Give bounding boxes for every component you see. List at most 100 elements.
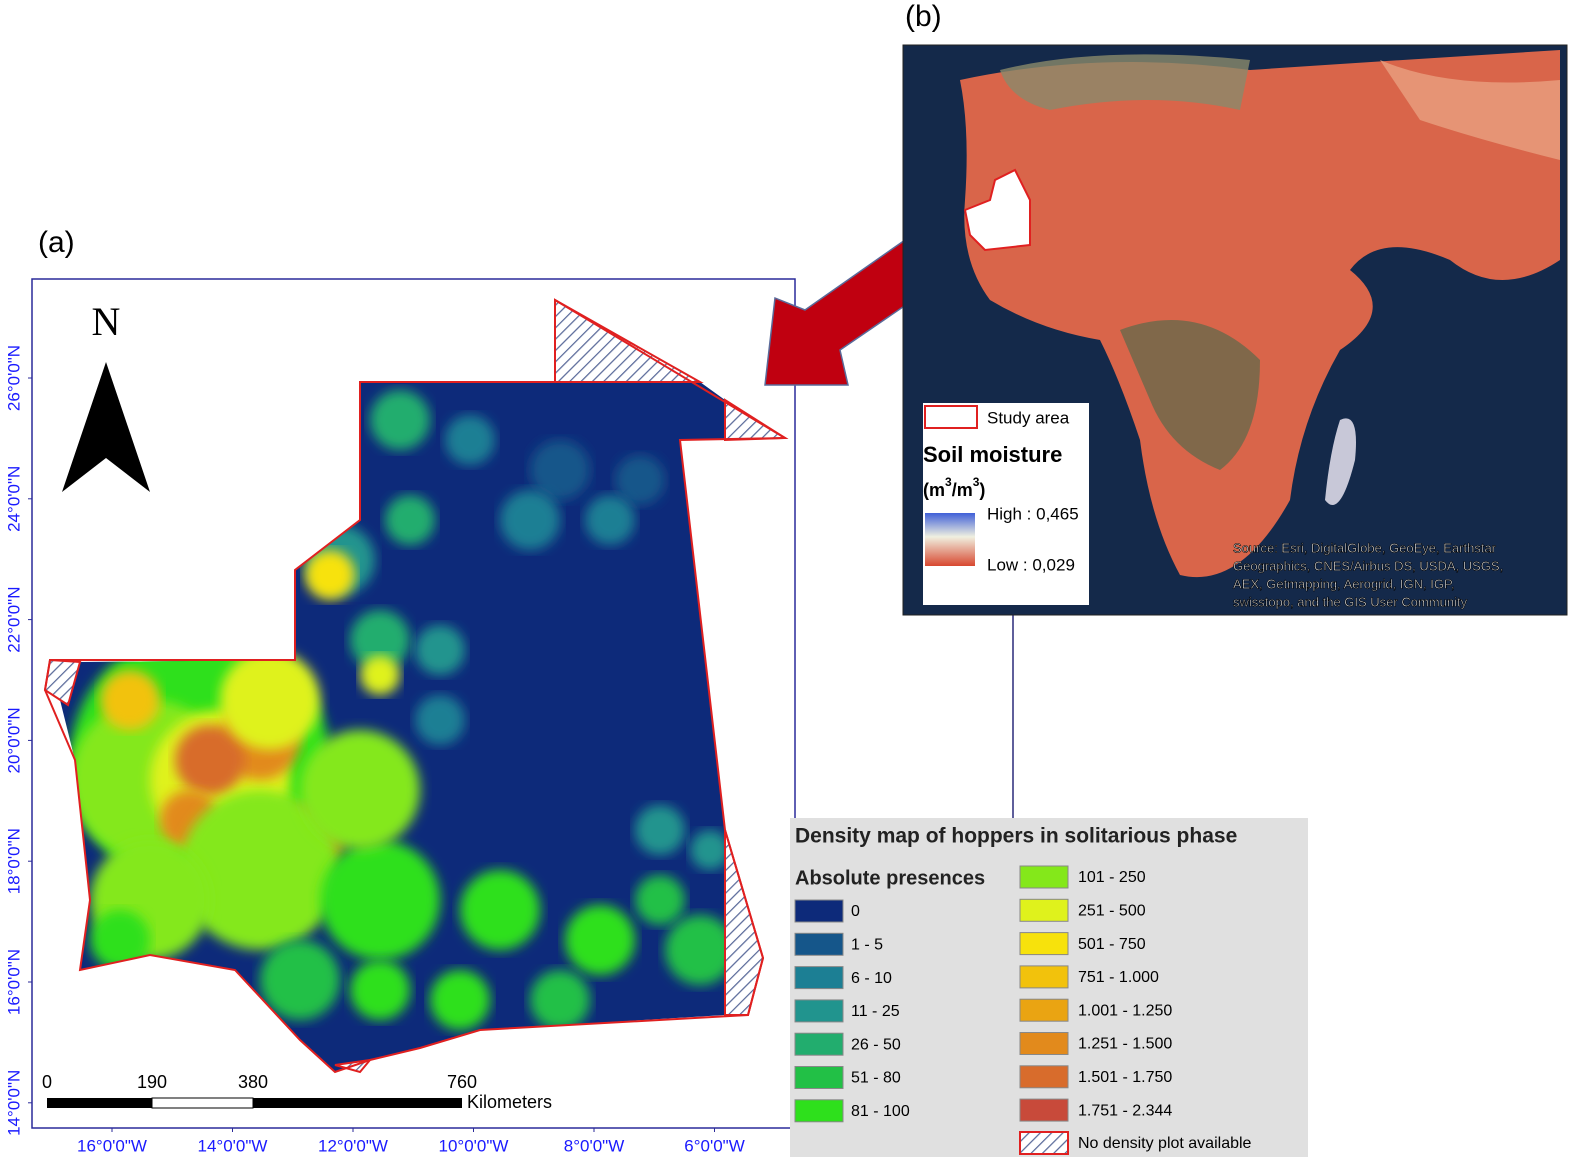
source-text: Geographics, CNES/Airbus DS, USDA, USGS,: [1233, 558, 1503, 573]
scale-label: 380: [238, 1072, 268, 1092]
legend-swatch: [1019, 1065, 1069, 1089]
density-blob: [415, 695, 465, 745]
density-blob: [300, 730, 420, 850]
scale-segment: [253, 1098, 462, 1108]
legend-label: 1 - 5: [851, 937, 883, 954]
density-blob: [415, 625, 465, 675]
legend-label: 251 - 500: [1078, 903, 1146, 920]
lat-label: 18°0'0"N: [4, 828, 23, 894]
density-blob: [260, 940, 340, 1020]
lat-label: 22°0'0"N: [4, 587, 23, 653]
north-label: N: [92, 299, 121, 344]
density-blob: [360, 655, 400, 695]
legend-swatch: [1019, 965, 1069, 989]
scale-label: 190: [137, 1072, 167, 1092]
density-map: [60, 382, 725, 1072]
scale-unit: Kilometers: [467, 1092, 552, 1112]
legend-label: 1.251 - 1.500: [1078, 1036, 1172, 1053]
density-blob: [565, 905, 635, 975]
density-blob: [320, 840, 440, 960]
legend-subtitle: Absolute presences: [795, 867, 985, 889]
legend-swatch: [1019, 865, 1069, 889]
lat-label: 24°0'0"N: [4, 466, 23, 532]
unit-sup: 3: [973, 475, 980, 489]
density-blob: [665, 915, 725, 985]
panel-label: (b): [905, 0, 942, 33]
scale-label: 760: [447, 1072, 477, 1092]
density-blob: [530, 440, 590, 500]
density-blob: [615, 455, 665, 505]
density-blob: [370, 390, 430, 450]
density-blob: [305, 550, 355, 600]
lon-label: 6°0'0"W: [684, 1136, 745, 1155]
legend-label: 11 - 25: [851, 1003, 900, 1020]
legend-swatch: [794, 999, 844, 1023]
legend-swatch: [1019, 998, 1069, 1022]
density-blob: [100, 670, 160, 730]
density-blob: [635, 875, 685, 925]
legend-swatch: [1019, 1098, 1069, 1122]
density-blob: [500, 490, 560, 550]
lon-label: 8°0'0"W: [564, 1136, 625, 1155]
density-blob: [460, 870, 540, 950]
legend-swatch: [794, 899, 844, 923]
lat-label: 20°0'0"N: [4, 707, 23, 773]
density-blob: [530, 970, 590, 1030]
density-blob: [445, 415, 495, 465]
legend-swatch: [1019, 1032, 1069, 1055]
legend-swatch: [794, 966, 844, 990]
legend-swatch: [794, 1099, 844, 1123]
lat-label: 16°0'0"N: [4, 949, 23, 1015]
study-border: [43, 298, 789, 1074]
legend-label: 1.751 - 2.344: [1078, 1102, 1172, 1119]
soil-high: High : 0,465: [987, 504, 1079, 523]
legend-swatch: [1019, 932, 1069, 956]
density-blob: [220, 650, 320, 750]
density-blob: [430, 970, 490, 1030]
unit-sup: 3: [945, 475, 952, 489]
panel-label: (a): [38, 226, 75, 259]
legend-swatch: [1019, 898, 1069, 922]
legend-label: 101 - 250: [1078, 869, 1146, 886]
density-blob: [635, 805, 685, 855]
lon-label: 14°0'0"W: [198, 1136, 268, 1155]
study-area-label: Study area: [987, 408, 1070, 427]
legend-label: 0: [851, 903, 860, 920]
no-data-swatch: [1019, 1131, 1069, 1155]
legend-label: 6 - 10: [851, 970, 892, 987]
lat-label: 14°0'0"N: [4, 1070, 23, 1136]
unit-part: ): [979, 480, 985, 500]
legend-label: 81 - 100: [851, 1103, 910, 1120]
source-text: AEX, Getmapping, Aerogrid, IGN, IGP,: [1233, 576, 1455, 591]
north-arrow: [62, 362, 150, 492]
lon-label: 16°0'0"W: [77, 1136, 147, 1155]
legend-swatch: [794, 1032, 844, 1056]
scale-label: 0: [42, 1072, 52, 1092]
density-blob: [585, 495, 635, 545]
density-blob: [175, 725, 245, 795]
lat-label: 26°0'0"N: [4, 345, 23, 411]
density-blob: [350, 960, 410, 1020]
lon-label: 10°0'0"W: [439, 1136, 509, 1155]
density-blob: [385, 495, 435, 545]
soil-title: Soil moisture: [923, 442, 1062, 467]
legend-label: 1.001 - 1.250: [1078, 1002, 1172, 1019]
no-data-label: No density plot available: [1078, 1135, 1252, 1152]
legend-label: 1.501 - 1.750: [1078, 1069, 1172, 1086]
unit-part: /m: [952, 480, 973, 500]
study-area-swatch: [924, 405, 978, 429]
scale-segment: [151, 1097, 254, 1109]
density-blob: [690, 830, 725, 870]
density-blob: [350, 610, 410, 670]
source-text: swisstopo, and the GIS User Community: [1233, 594, 1468, 609]
legend-label: 501 - 750: [1078, 936, 1146, 953]
source-text: Source: Esri, DigitalGlobe, GeoEye, Eart…: [1233, 540, 1497, 555]
unit-part: (m: [923, 480, 945, 500]
soil-ramp: [925, 513, 975, 566]
legend-swatch: [794, 1066, 844, 1089]
legend-swatch: [794, 932, 844, 956]
soil-unit: (m3/m3): [923, 475, 985, 500]
density-blob: [180, 790, 340, 950]
legend-label: 751 - 1.000: [1078, 969, 1159, 986]
